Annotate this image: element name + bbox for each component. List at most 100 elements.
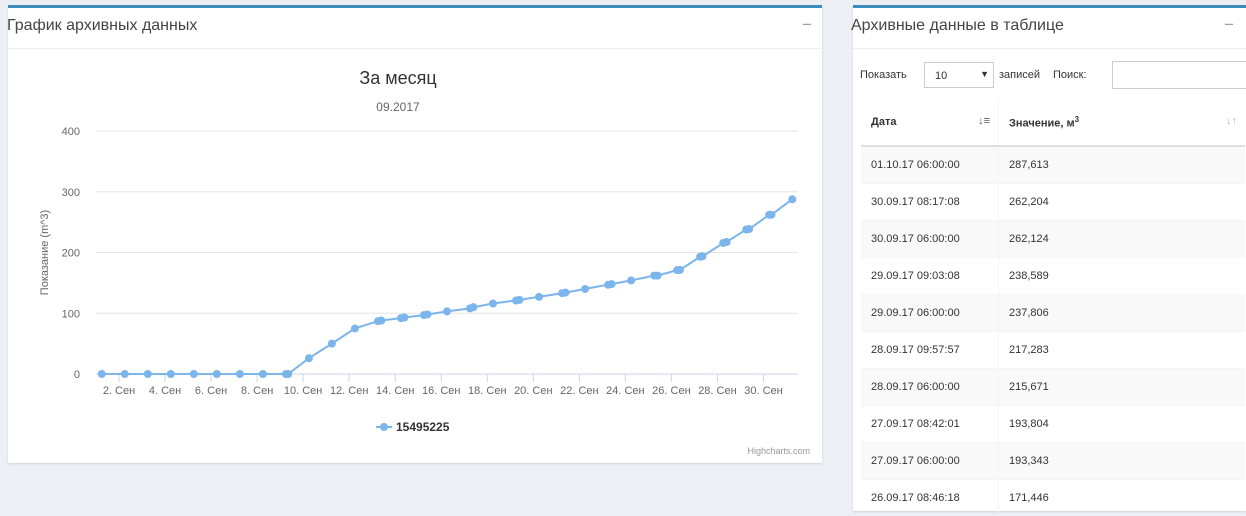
- show-label: Показать: [860, 69, 907, 81]
- x-tick-label: 20. Сен: [514, 385, 552, 397]
- series-line: [102, 199, 792, 374]
- cell-value: 193,804: [999, 406, 1246, 443]
- x-tick-label: 2. Сен: [103, 385, 135, 397]
- data-point: [489, 300, 497, 308]
- column-header-date-label: Дата: [871, 116, 896, 128]
- data-point: [654, 272, 662, 280]
- x-tick-label: 18. Сен: [468, 385, 506, 397]
- cell-date: 29.09.17 09:03:08: [861, 258, 999, 295]
- table-collapse-button[interactable]: −: [1224, 15, 1234, 35]
- table-panel-title: Архивные данные в таблице: [851, 17, 1064, 35]
- archive-table: Дата ↓≡ Значение, м3 ↓↑ 01.10.17 06:00:0…: [861, 99, 1245, 516]
- legend-marker: [380, 423, 388, 431]
- data-point: [535, 293, 543, 301]
- data-point: [698, 252, 706, 260]
- column-header-date[interactable]: Дата ↓≡: [861, 99, 999, 146]
- x-tick-label: 8. Сен: [241, 385, 273, 397]
- data-point: [581, 285, 589, 293]
- x-tick-label: 12. Сен: [330, 385, 368, 397]
- y-tick-label: 300: [62, 187, 80, 199]
- cell-date: 26.09.17 08:46:18: [861, 480, 999, 516]
- search-label: Поиск:: [1053, 69, 1087, 81]
- legend-label: 15495225: [396, 420, 450, 434]
- data-point: [469, 303, 477, 311]
- data-point: [144, 370, 152, 378]
- x-tick-label: 10. Сен: [284, 385, 322, 397]
- chart-panel-header: График архивных данных −: [8, 8, 822, 49]
- cell-date: 29.09.17 06:00:00: [861, 295, 999, 332]
- unit-superscript: 3: [1075, 115, 1079, 124]
- chart-subtitle: 09.2017: [376, 100, 420, 114]
- sort-desc-icon: ↓≡: [978, 115, 990, 127]
- cell-value: 217,283: [999, 332, 1246, 369]
- cell-value: 215,671: [999, 369, 1246, 406]
- search-input[interactable]: [1112, 61, 1246, 89]
- data-point: [121, 370, 129, 378]
- credits-link: Highcharts.com: [747, 446, 810, 456]
- cell-value: 262,124: [999, 221, 1246, 258]
- cell-date: 01.10.17 06:00:00: [861, 146, 999, 184]
- column-header-value-label: Значение, м: [1009, 117, 1075, 129]
- data-point: [377, 317, 385, 325]
- data-point: [328, 340, 336, 348]
- table-controls: Показать 10 ▼ записей Поиск:: [853, 59, 1246, 89]
- x-tick-label: 14. Сен: [376, 385, 414, 397]
- data-point: [676, 266, 684, 274]
- x-tick-label: 4. Сен: [149, 385, 181, 397]
- cell-value: 171,446: [999, 480, 1246, 516]
- table-header-row: Дата ↓≡ Значение, м3 ↓↑: [861, 99, 1245, 146]
- y-tick-label: 400: [62, 126, 80, 138]
- chart-collapse-button[interactable]: −: [802, 15, 812, 35]
- data-point: [259, 370, 267, 378]
- cell-date: 28.09.17 09:57:57: [861, 332, 999, 369]
- cell-value: 287,613: [999, 146, 1246, 184]
- data-point: [745, 225, 753, 233]
- data-point: [443, 307, 451, 315]
- data-point: [236, 370, 244, 378]
- data-point: [305, 354, 313, 362]
- cell-value: 237,806: [999, 295, 1246, 332]
- y-axis-label: Показание (m^3): [39, 210, 51, 295]
- chart-panel: График архивных данных − За месяц 09.2017…: [8, 5, 822, 463]
- x-tick-label: 26. Сен: [652, 385, 690, 397]
- data-point: [516, 296, 524, 304]
- chart-panel-title: График архивных данных: [7, 17, 197, 35]
- table-panel-header: Архивные данные в таблице −: [853, 8, 1246, 49]
- x-tick-label: 24. Сен: [606, 385, 644, 397]
- data-point: [627, 276, 635, 284]
- data-point: [213, 370, 221, 378]
- y-tick-label: 0: [74, 369, 80, 381]
- cell-value: 193,343: [999, 443, 1246, 480]
- cell-date: 30.09.17 06:00:00: [861, 221, 999, 258]
- page-length-select[interactable]: 10 ▼: [924, 62, 994, 88]
- x-tick-label: 6. Сен: [195, 385, 227, 397]
- cell-date: 27.09.17 08:42:01: [861, 406, 999, 443]
- data-point: [167, 370, 175, 378]
- data-point: [284, 370, 292, 378]
- column-header-value[interactable]: Значение, м3 ↓↑: [999, 99, 1246, 146]
- page-length-value: 10: [935, 70, 947, 82]
- y-tick-label: 100: [62, 308, 80, 320]
- data-point: [788, 195, 796, 203]
- x-tick-label: 16. Сен: [422, 385, 460, 397]
- records-label: записей: [999, 69, 1040, 81]
- chart-title: За месяц: [359, 68, 436, 88]
- cell-value: 262,204: [999, 184, 1246, 221]
- x-tick-label: 22. Сен: [560, 385, 598, 397]
- sort-both-icon: ↓↑: [1226, 115, 1237, 127]
- data-point: [400, 314, 408, 322]
- data-point: [768, 211, 776, 219]
- x-tick-label: 28. Сен: [698, 385, 736, 397]
- table-panel: Архивные данные в таблице − Показать 10 …: [853, 5, 1246, 511]
- cell-value: 238,589: [999, 258, 1246, 295]
